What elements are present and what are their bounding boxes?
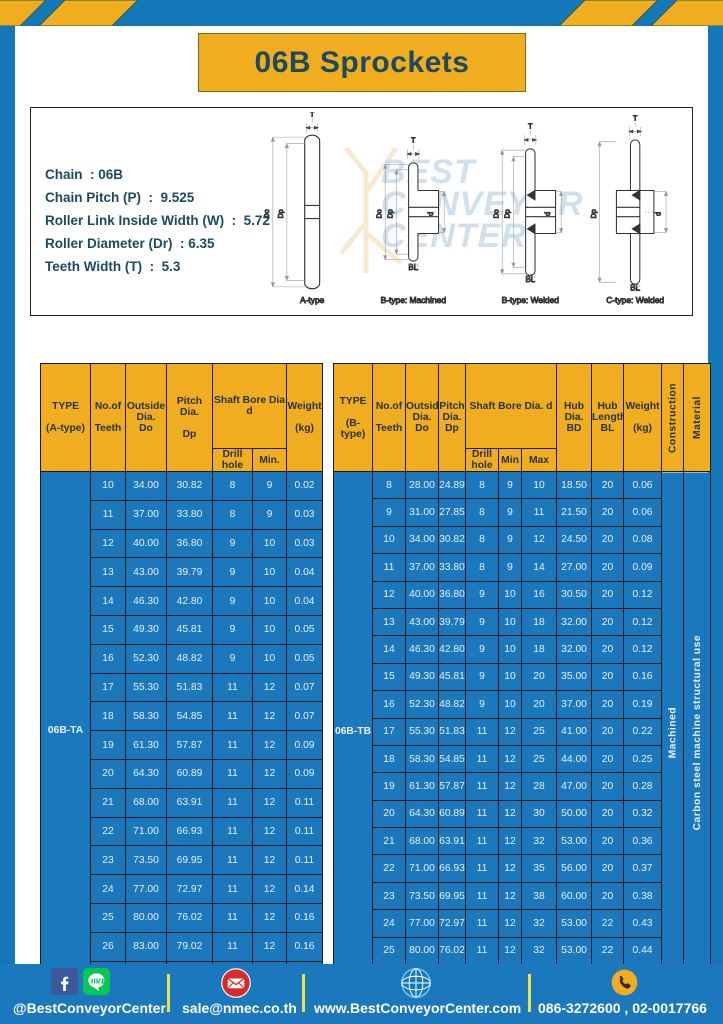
svg-text:C-type: Welded: C-type: Welded xyxy=(606,295,664,305)
svg-text:A-type: A-type xyxy=(300,295,325,305)
svg-text:Dp: Dp xyxy=(591,209,598,218)
svg-text:d: d xyxy=(655,212,662,216)
svg-text:Do: Do xyxy=(376,209,383,218)
svg-text:BL: BL xyxy=(525,275,535,284)
svg-text:d: d xyxy=(545,212,552,216)
svg-text:B-type: Machined: B-type: Machined xyxy=(381,295,447,305)
svg-text:B-type: Welded: B-type: Welded xyxy=(502,295,560,305)
svg-text:Dp: Dp xyxy=(278,209,285,218)
svg-text:d: d xyxy=(428,212,435,216)
svg-text:BL: BL xyxy=(630,284,640,293)
svg-text:Do: Do xyxy=(264,209,271,218)
svg-text:Do: Do xyxy=(493,209,500,218)
svg-text:Dp: Dp xyxy=(505,209,512,218)
svg-text:BL: BL xyxy=(408,263,418,272)
svg-text:Dp: Dp xyxy=(388,209,395,218)
